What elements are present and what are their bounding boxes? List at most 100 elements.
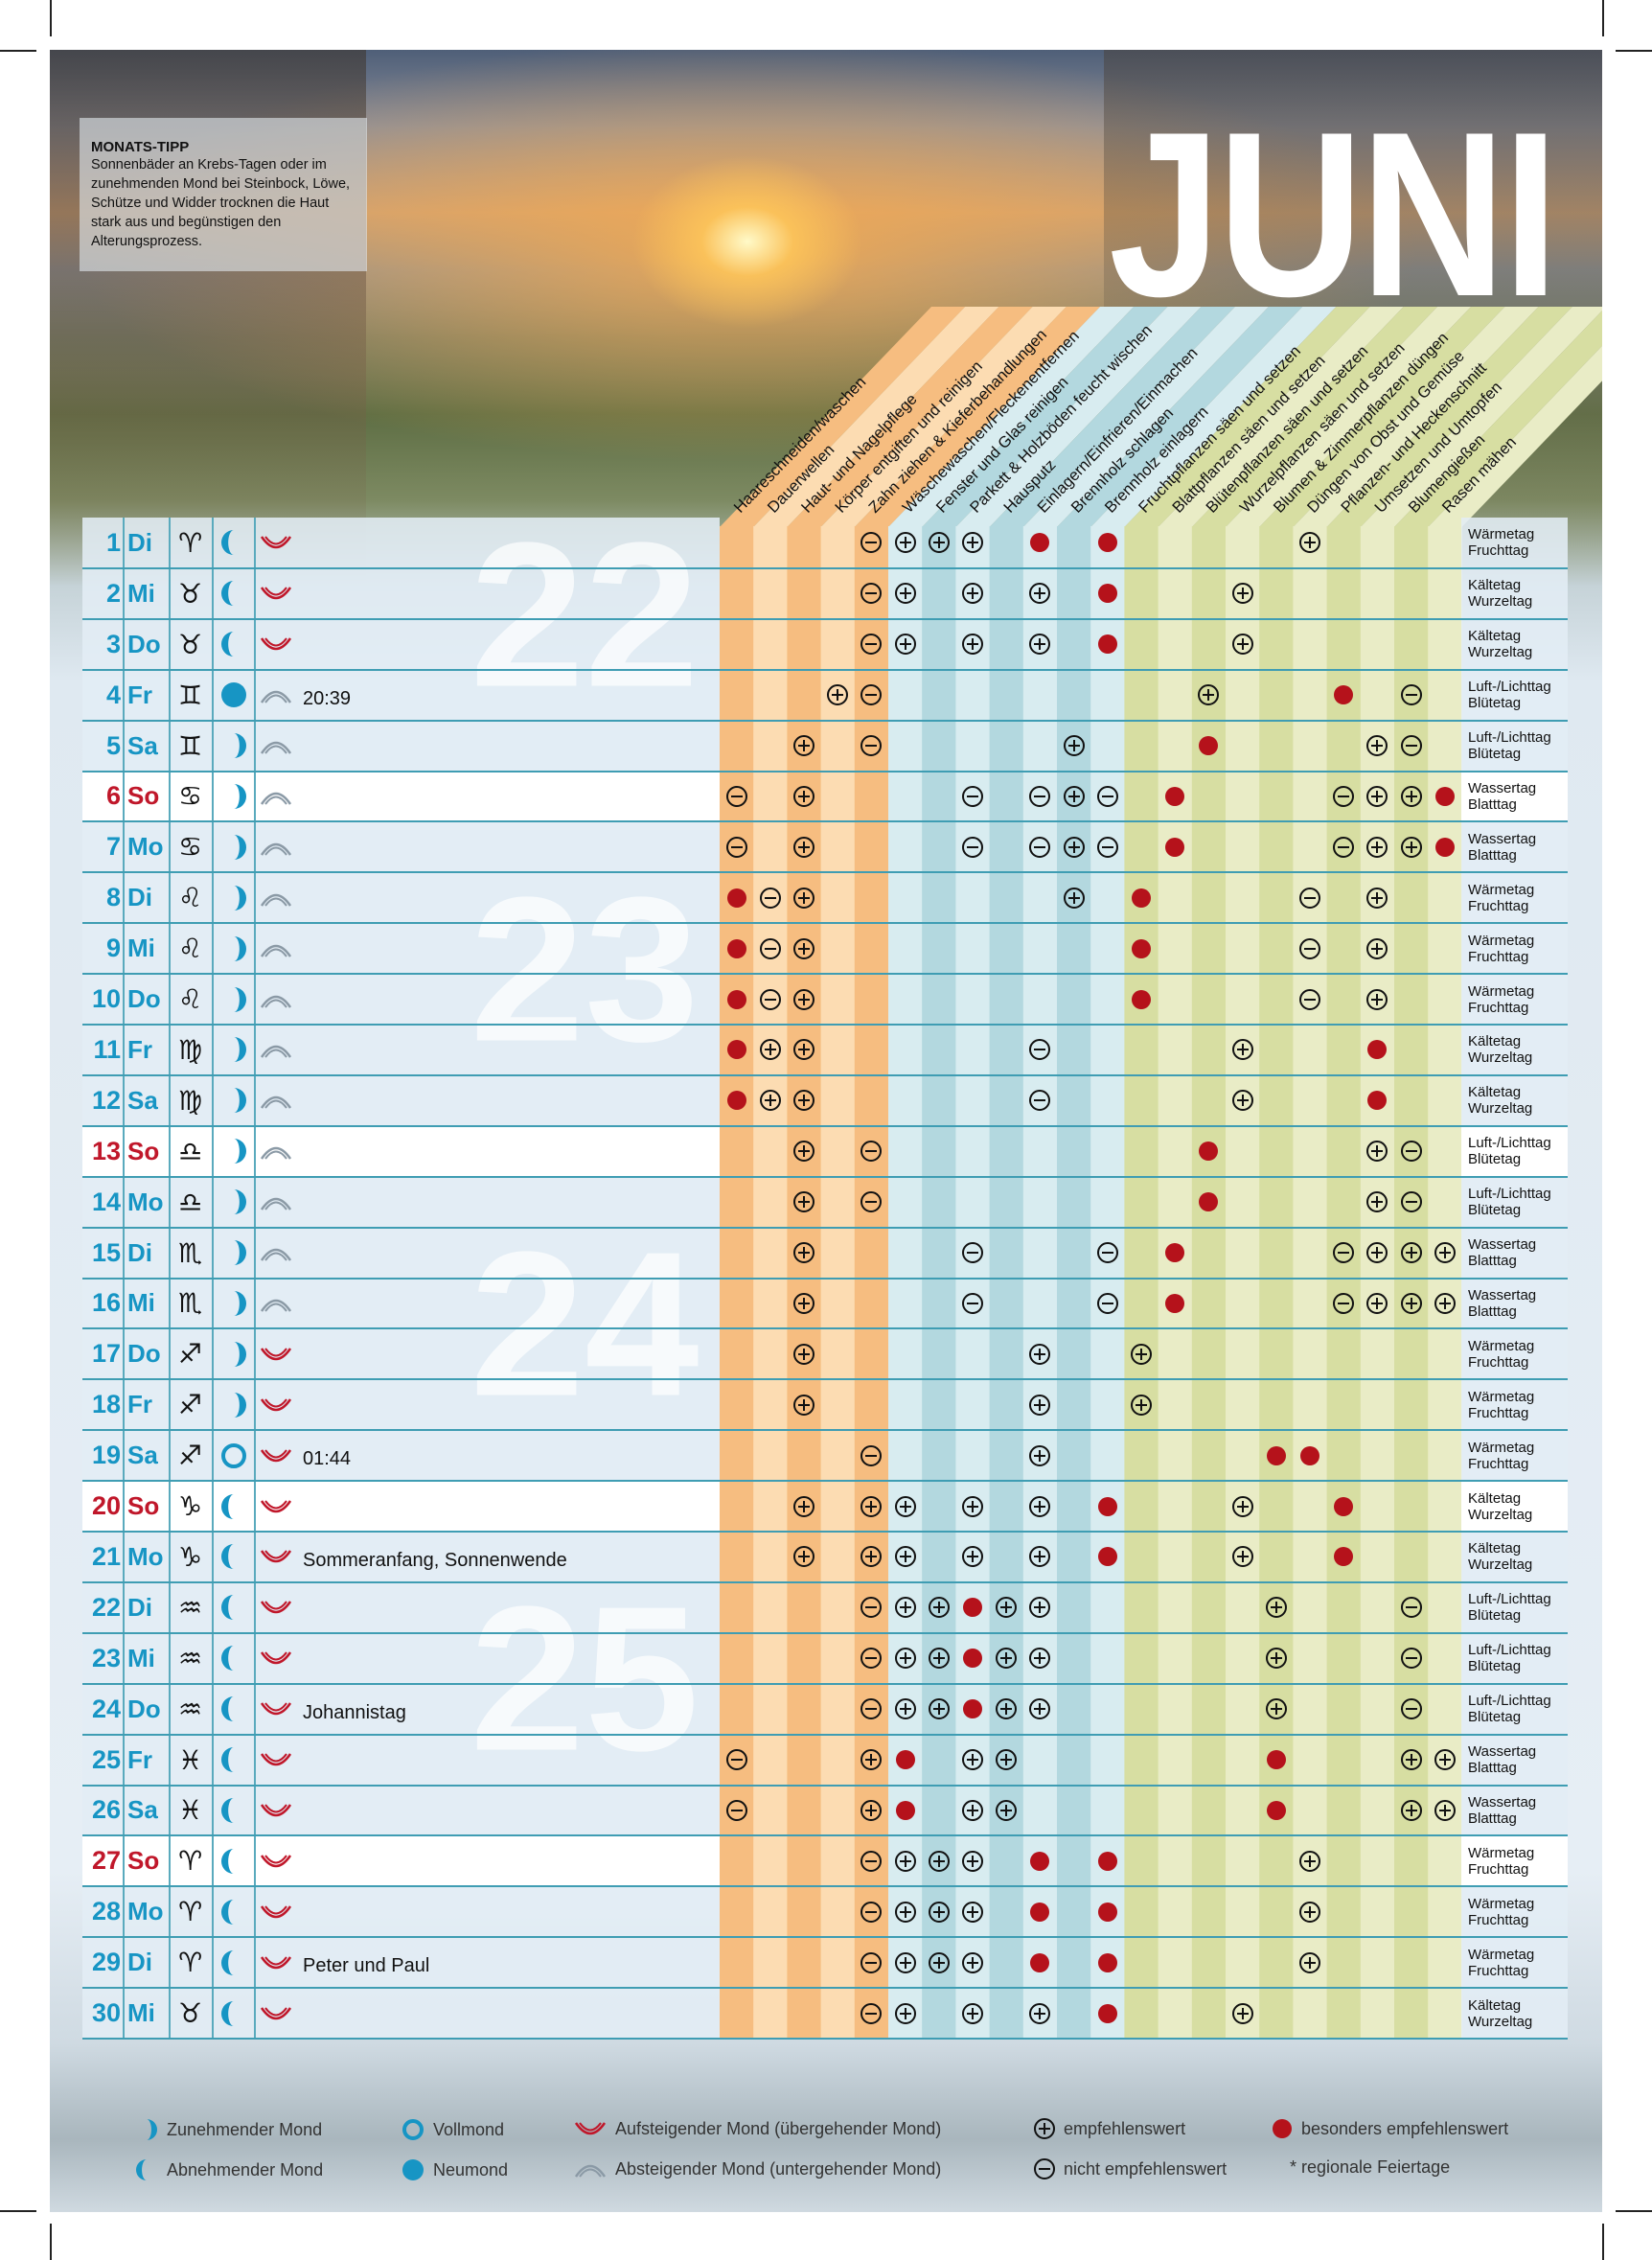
day-row (82, 821, 720, 873)
recommended-icon (1365, 836, 1388, 859)
crop-mark (1616, 2210, 1652, 2212)
day-type-cell (1461, 1481, 1568, 1532)
row-separator (82, 1784, 1568, 1787)
weather-day-type: Wassertag (1468, 1793, 1537, 1810)
day-type-cell (1461, 618, 1568, 670)
recommended-icon (894, 531, 917, 554)
plant-day-type: Blütetag (1468, 1709, 1522, 1726)
plant-day-type: Blütetag (1468, 1658, 1522, 1675)
recommended-icon (792, 1495, 815, 1518)
not-recommended-icon (961, 1292, 984, 1315)
day-type: Wärmetag Fruchttag (1468, 1937, 1568, 1988)
weekday: Mi (127, 1288, 155, 1318)
plant-day-type: Blütetag (1468, 746, 1522, 763)
moon-phase-full-icon (219, 1430, 248, 1481)
recommended-icon (1028, 1343, 1051, 1366)
week-number: 24 (470, 1208, 700, 1440)
column-stripe (753, 526, 788, 2040)
day-type-cell (1461, 1581, 1568, 1633)
highly-recommended-icon (1096, 1495, 1119, 1518)
not-recommended-icon (1028, 1089, 1051, 1112)
ascending-moon-icon (259, 1988, 293, 2039)
highly-recommended-icon (1096, 1901, 1119, 1924)
weather-day-type: Luft-/Lichttag (1468, 729, 1551, 747)
recommended-icon (1063, 836, 1086, 859)
plant-day-type: Wurzeltag (1468, 1100, 1533, 1118)
highly-recommended-icon (1096, 582, 1119, 605)
day-type-cell (1461, 1328, 1568, 1380)
day-type-cell (1461, 1227, 1568, 1279)
day-type: Wassertag Blatttag (1468, 1786, 1568, 1836)
recommended-icon (1028, 1697, 1051, 1720)
legend-item: Neumond (401, 2157, 508, 2182)
ascending-moon-icon (573, 2117, 608, 2140)
recommended-icon (1365, 887, 1388, 910)
recommended-icon (860, 1495, 883, 1518)
zodiac-sign-icon: ♉ (177, 577, 203, 610)
legend-item: Zunehmender Mond (134, 2117, 322, 2142)
day-number: 10 (91, 984, 121, 1014)
weather-day-type: Wassertag (1468, 1743, 1537, 1761)
day-row (82, 974, 720, 1025)
plant-day-type: Blatttag (1468, 1253, 1517, 1270)
recommended-icon (1231, 1038, 1254, 1061)
crop-mark (1616, 50, 1652, 52)
not-recommended-icon (1028, 836, 1051, 859)
recommended-icon (1028, 1444, 1051, 1467)
zodiac-sign-icon: ♉ (177, 628, 203, 660)
legend-label: Absteigender Mond (untergehender Mond) (615, 2158, 942, 2179)
highly-recommended-icon (1096, 2002, 1119, 2025)
column-stripe (1022, 526, 1058, 2040)
day-type-cell (1461, 720, 1568, 772)
row-separator (82, 1531, 1568, 1533)
highly-recommended-icon (1096, 1951, 1119, 1974)
day-type-cell (1461, 518, 1568, 568)
recommended-icon (1028, 1596, 1051, 1619)
not-recommended-icon (725, 836, 748, 859)
highly-recommended-icon (1434, 836, 1457, 859)
zodiac-sign-icon: ♐ (177, 1389, 203, 1421)
not-recommended-icon (1332, 1241, 1355, 1264)
not-recommended-icon (1400, 1697, 1423, 1720)
day-number: 1 (105, 527, 121, 557)
weekday: Mi (127, 1643, 155, 1672)
weekday: Mi (127, 578, 155, 608)
day-number: 7 (105, 832, 121, 862)
recommended-icon (1400, 1748, 1423, 1771)
not-recommended-icon (1096, 1241, 1119, 1264)
highly-recommended-icon (1434, 785, 1457, 808)
ascending-moon-icon (259, 1937, 293, 1988)
ascending-moon-icon (259, 619, 293, 670)
row-separator (82, 617, 1568, 620)
row-separator (82, 1834, 1568, 1837)
recommended-icon (894, 1951, 917, 1974)
recommended-icon (792, 1190, 815, 1213)
day-row (82, 1532, 720, 1582)
column-header-band (1090, 307, 1337, 527)
column-header-band (820, 307, 1067, 527)
descending-moon-icon (259, 872, 293, 923)
day-type: Wärmetag Fruchttag (1468, 1835, 1568, 1886)
highly-recommended-icon (1271, 2117, 1294, 2140)
recommended-icon (928, 1951, 951, 1974)
day-type-cell (1461, 1937, 1568, 1989)
day-type: Kältetag Wurzeltag (1468, 1532, 1568, 1582)
day-type: Wärmetag Fruchttag (1468, 1379, 1568, 1430)
plant-day-type: Fruchttag (1468, 1962, 1529, 1979)
descending-moon-icon (259, 1228, 293, 1279)
recommended-icon (1365, 785, 1388, 808)
legend-label: nicht empfehlenswert (1064, 2158, 1228, 2179)
recommended-icon (1197, 683, 1220, 706)
plant-day-type: Blütetag (1468, 1202, 1522, 1219)
highly-recommended-icon (1197, 1190, 1220, 1213)
recommended-icon (995, 1647, 1018, 1670)
recommended-icon (928, 1850, 951, 1873)
column-header-band (1057, 307, 1303, 527)
recommended-icon (961, 1545, 984, 1568)
recommended-icon (792, 937, 815, 960)
recommended-icon (1028, 582, 1051, 605)
moon-phase-waning-icon (219, 518, 248, 568)
not-recommended-icon (1332, 1292, 1355, 1315)
weather-day-type: Wärmetag (1468, 1946, 1535, 1963)
column-header-band (955, 307, 1202, 527)
